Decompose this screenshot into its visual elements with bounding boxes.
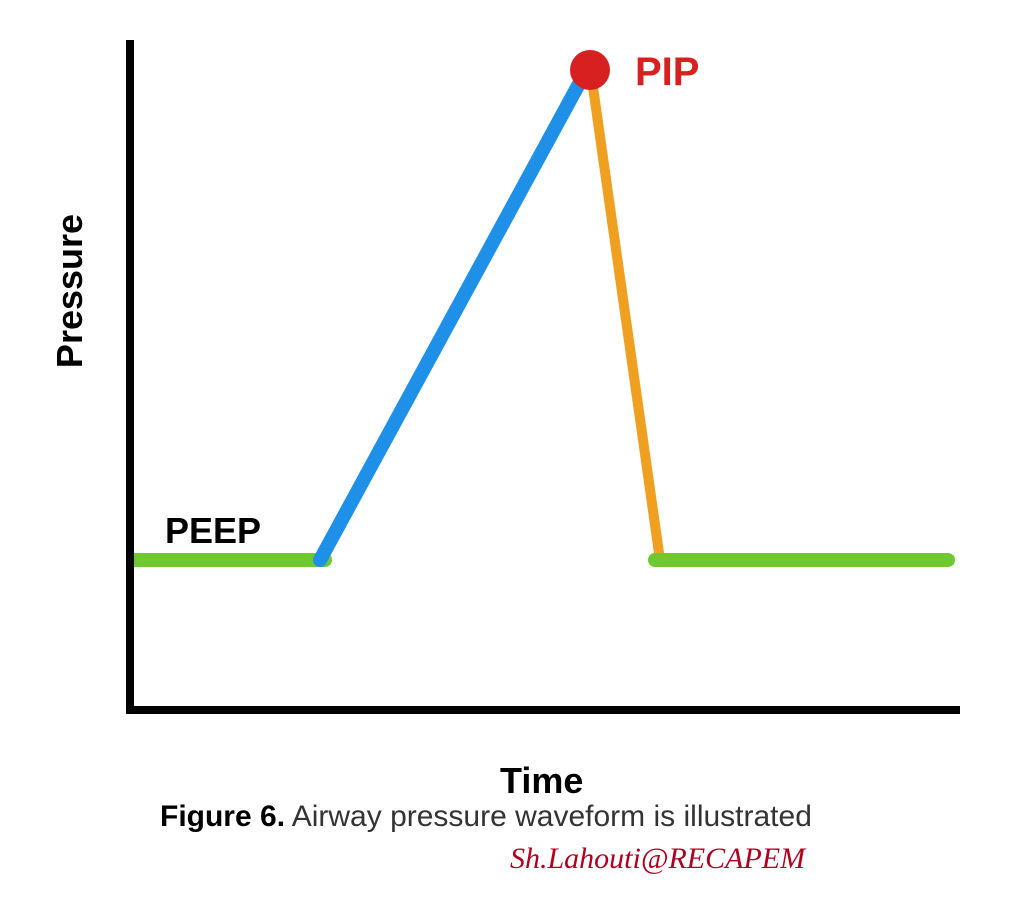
expiration-fall: [592, 80, 660, 560]
attribution-text: Sh.Lahouti@RECAPEM: [510, 842, 805, 876]
pip-marker-icon: [570, 50, 610, 90]
figure-caption: Figure 6. Airway pressure waveform is il…: [160, 800, 812, 834]
y-axis-label: Pressure: [49, 201, 91, 381]
figure-caption-text: Airway pressure waveform is illustrated: [292, 800, 812, 833]
x-axis-label: Time: [500, 760, 583, 802]
peep-label: PEEP: [165, 510, 261, 552]
pip-label: PIP: [635, 50, 699, 95]
pressure-waveform-diagram: Pressure Time PEEP PIP Figure 6. Airway …: [0, 0, 1024, 899]
figure-number: Figure 6.: [160, 800, 285, 833]
inspiration-rise: [320, 82, 580, 560]
